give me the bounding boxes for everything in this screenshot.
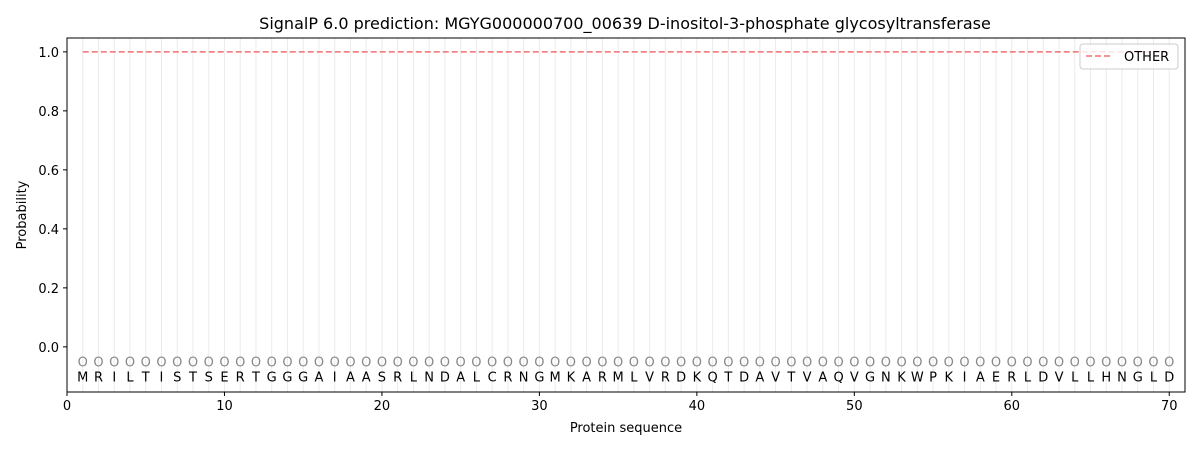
y-tick-label: 0.0	[38, 341, 59, 356]
x-tick-label: 0	[63, 399, 71, 414]
x-tick-label: 70	[1161, 399, 1178, 414]
x-axis-label: Protein sequence	[570, 421, 682, 436]
legend: OTHER	[1079, 43, 1179, 70]
x-tick-label: 60	[1004, 399, 1021, 414]
legend-label-other: OTHER	[1124, 50, 1169, 65]
x-tick-label: 10	[216, 399, 233, 414]
x-tick-label: 20	[374, 399, 391, 414]
chart-title: SignalP 6.0 prediction: MGYG000000700_00…	[259, 14, 991, 34]
y-tick-label: 0.8	[38, 105, 59, 120]
x-tick-label: 50	[846, 399, 863, 414]
y-tick-label: 1.0	[38, 46, 59, 61]
y-tick-label: 0.6	[38, 164, 59, 179]
predicted-labels-row: OOOOOOOOOOOOOOOOOOOOOOOOOOOOOOOOOOOOOOOO…	[78, 356, 1175, 371]
plot-frame	[66, 37, 1186, 393]
legend-box	[1079, 43, 1179, 70]
y-axis-label: Probability	[15, 180, 30, 249]
y-tick-label: 0.4	[38, 223, 59, 238]
y-tick-label: 0.2	[38, 282, 59, 297]
sequence-row: MRILTISTSERTGGGAIAASRLNDALCRNGMKARMLVRDK…	[77, 370, 1174, 385]
x-tick-label: 40	[689, 399, 706, 414]
x-tick-label: 30	[531, 399, 548, 414]
